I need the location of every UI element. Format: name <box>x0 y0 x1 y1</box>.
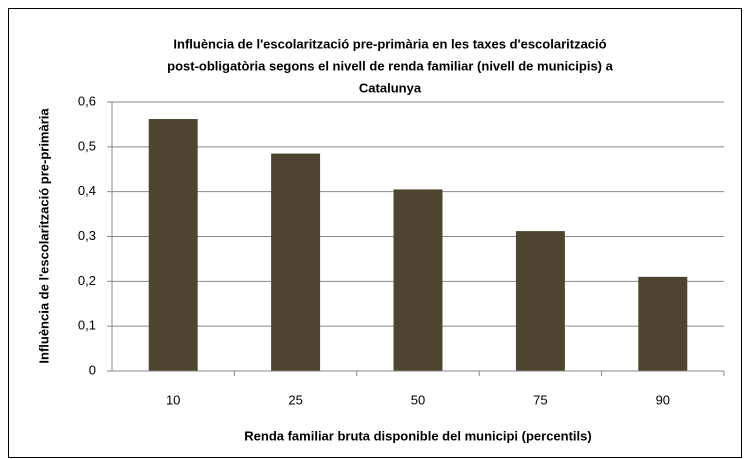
y-tick-label: 0,6 <box>78 93 96 108</box>
x-axis-label: Renda familiar bruta disponible del muni… <box>244 428 591 443</box>
bar <box>515 231 565 371</box>
x-tick-label: 25 <box>288 392 302 407</box>
chart-title: post-obligatòria segons el nivell de ren… <box>167 58 613 73</box>
y-axis-label: Influència de l'escolarització pre-primà… <box>36 108 51 364</box>
x-tick-label: 10 <box>166 392 180 407</box>
chart-title: Influència de l'escolarització pre-primà… <box>173 36 606 51</box>
y-tick-label: 0,3 <box>78 228 96 243</box>
y-tick-label: 0,4 <box>78 183 96 198</box>
chart-frame <box>8 8 742 458</box>
x-tick-label: 90 <box>656 392 670 407</box>
bar <box>393 189 443 371</box>
x-tick-label: 75 <box>533 392 547 407</box>
y-tick-label: 0,2 <box>78 273 96 288</box>
bar <box>148 119 198 371</box>
x-tick-label: 50 <box>411 392 425 407</box>
y-tick-label: 0 <box>89 362 96 377</box>
y-tick-label: 0,1 <box>78 318 96 333</box>
bar <box>271 153 321 371</box>
y-tick-label: 0,5 <box>78 138 96 153</box>
bar <box>638 276 688 371</box>
chart-title: Catalunya <box>359 80 422 95</box>
